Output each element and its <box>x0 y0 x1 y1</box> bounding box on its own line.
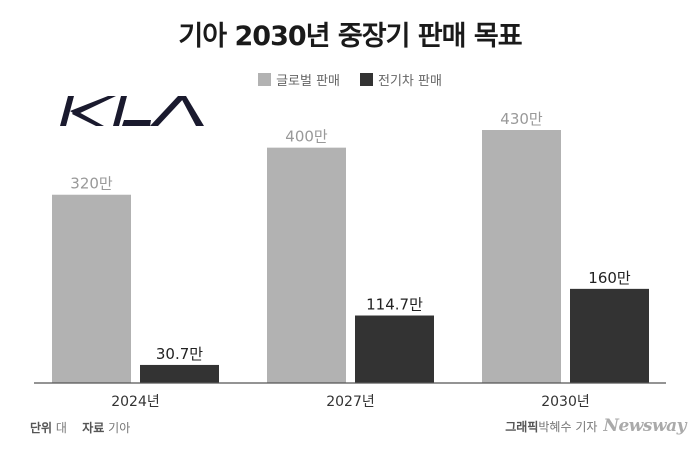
bar-ev-3 <box>570 288 649 383</box>
graphic-value: 박혜수 기자 <box>538 419 598 434</box>
source-key: 자료 <box>82 421 105 435</box>
unit-key: 단위 <box>30 421 53 435</box>
unit-value: 대 <box>55 421 67 435</box>
legend: 글로벌 판매 전기차 판매 <box>0 70 700 89</box>
data-label-ev-3: 160만 <box>588 269 631 287</box>
bar-global-3 <box>482 130 561 383</box>
data-label-global-2: 400만 <box>285 128 328 146</box>
data-label-ev-1: 30.7만 <box>156 345 203 363</box>
footer-source: 단위 대 자료 기아 <box>30 419 130 436</box>
bar-ev-1 <box>140 364 219 383</box>
graphic-key: 그래픽 <box>505 419 539 434</box>
data-label-ev-2: 114.7만 <box>366 296 423 314</box>
legend-label-ev: 전기차 판매 <box>378 74 442 89</box>
x-tick-label-2: 2027년 <box>326 394 375 410</box>
bar-global-1 <box>52 194 131 383</box>
legend-item-global: 글로벌 판매 <box>258 70 340 89</box>
legend-swatch-global <box>258 73 272 86</box>
bar-ev-2 <box>355 315 434 383</box>
chart-title: 기아 2030년 중장기 판매 목표 <box>178 21 522 52</box>
x-tick-label-1: 2024년 <box>111 394 160 410</box>
footer-credit: 그래픽박혜수 기자 Newsway <box>505 416 686 436</box>
kia-logo <box>60 96 204 126</box>
legend-item-ev: 전기차 판매 <box>360 70 442 89</box>
bar-global-2 <box>267 147 346 383</box>
legend-swatch-ev <box>360 73 373 86</box>
newsway-brand: Newsway <box>603 416 686 436</box>
source-value: 기아 <box>108 421 131 435</box>
data-label-global-3: 430만 <box>500 110 543 128</box>
legend-label-global: 글로벌 판매 <box>276 74 340 89</box>
x-tick-label-3: 2030년 <box>541 394 590 410</box>
data-label-global-1: 320만 <box>70 175 113 193</box>
